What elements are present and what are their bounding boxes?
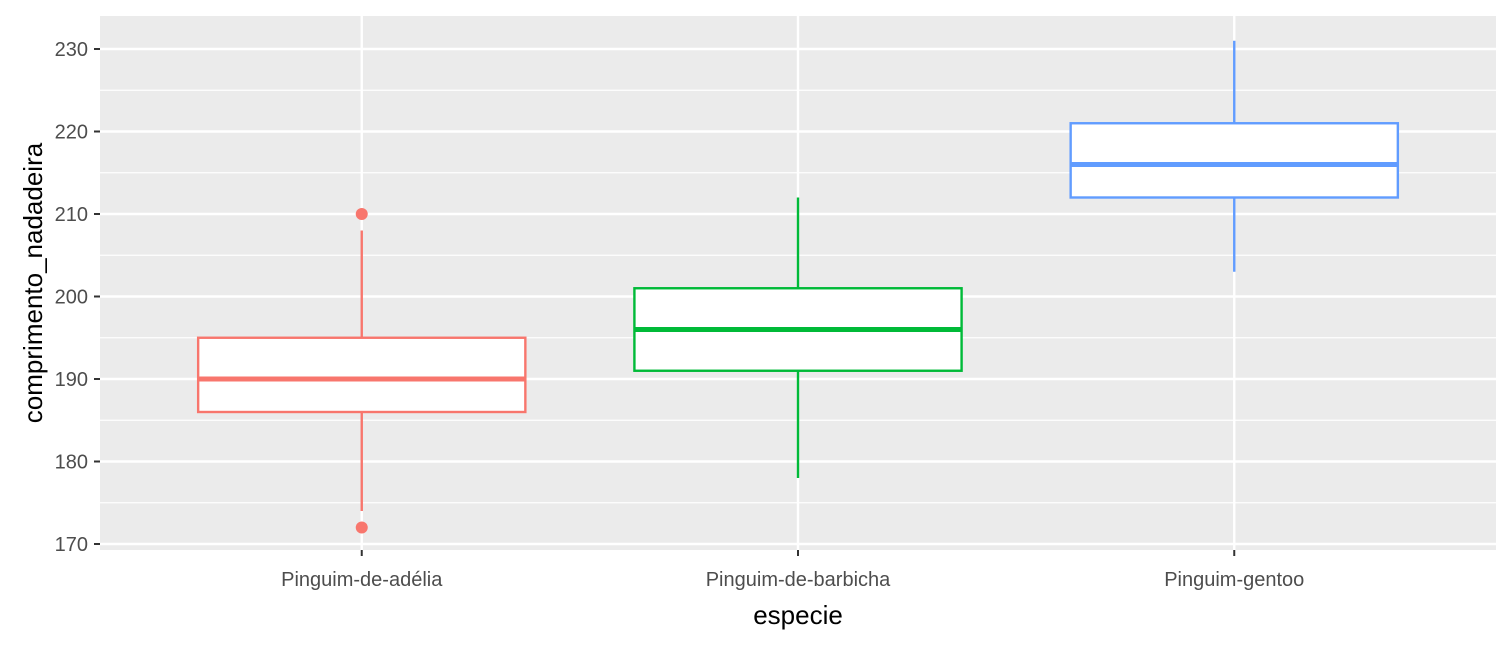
- y-tick-label: 210: [55, 204, 88, 226]
- y-tick-label: 220: [55, 122, 88, 144]
- y-tick-label: 200: [55, 287, 88, 309]
- box-group: [1069, 40, 1400, 272]
- y-tick-label: 180: [55, 452, 88, 474]
- outlier-point: [355, 208, 368, 220]
- box: [1069, 122, 1400, 199]
- x-tick-label: Pinguim-gentoo: [1164, 569, 1304, 591]
- y-axis: 170 180 190 200 210 220 230: [55, 39, 100, 556]
- x-axis-title: especie: [753, 600, 843, 630]
- box-group: [196, 208, 527, 534]
- x-tick-label: Pinguim-de-adélia: [281, 569, 443, 591]
- y-tick-label: 190: [55, 369, 88, 391]
- y-tick-label: 170: [55, 534, 88, 556]
- outlier-point: [355, 521, 368, 534]
- y-tick-label: 230: [55, 39, 88, 61]
- y-axis-title: comprimento_nadadeira: [18, 142, 48, 423]
- boxes: [196, 40, 1400, 534]
- box-group: [633, 197, 963, 478]
- x-tick-label: Pinguim-de-barbicha: [706, 569, 891, 591]
- x-axis: Pinguim-de-adélia Pinguim-de-barbicha Ping…: [281, 550, 1304, 591]
- box: [196, 336, 527, 414]
